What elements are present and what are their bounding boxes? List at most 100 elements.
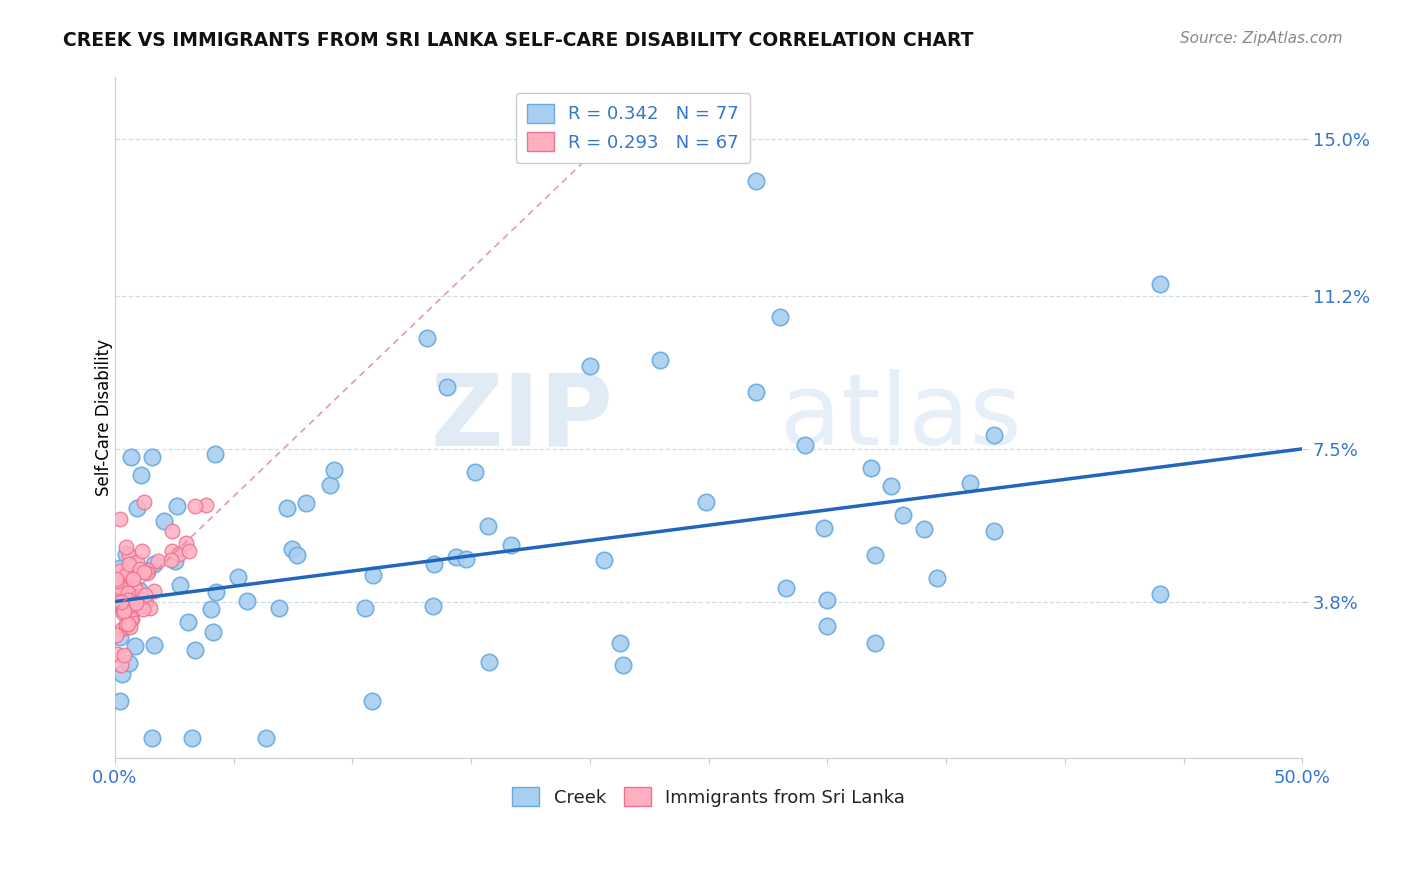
Point <box>183 643 205 657</box>
Point <box>454 552 477 566</box>
Point <box>111 667 134 681</box>
Point <box>121 597 143 611</box>
Point <box>983 428 1005 442</box>
Point <box>110 564 132 578</box>
Point <box>200 602 222 616</box>
Point <box>141 731 163 745</box>
Point <box>115 547 138 561</box>
Point <box>141 450 163 465</box>
Point <box>142 583 165 598</box>
Point <box>863 548 886 562</box>
Point <box>160 544 183 558</box>
Point <box>108 580 131 594</box>
Point <box>477 519 499 533</box>
Point <box>1149 587 1171 601</box>
Point <box>183 499 205 513</box>
Point <box>181 731 204 745</box>
Point <box>115 617 138 632</box>
Text: atlas: atlas <box>780 369 1022 467</box>
Point <box>166 499 188 513</box>
Point <box>128 599 150 614</box>
Point <box>105 647 128 661</box>
Point <box>148 554 170 568</box>
Point <box>648 353 671 368</box>
Point <box>118 581 141 595</box>
Point <box>436 380 458 394</box>
Point <box>114 568 136 582</box>
Point <box>110 600 132 615</box>
Point <box>112 604 135 618</box>
Y-axis label: Self-Care Disability: Self-Care Disability <box>96 339 112 496</box>
Point <box>226 570 249 584</box>
Point <box>125 599 148 613</box>
Point <box>132 495 155 509</box>
Point <box>111 607 134 621</box>
Point <box>131 544 153 558</box>
Point <box>134 588 156 602</box>
Point <box>105 594 128 608</box>
Point <box>169 578 191 592</box>
Point <box>110 595 132 609</box>
Point <box>117 593 139 607</box>
Point <box>285 548 308 562</box>
Point <box>135 595 157 609</box>
Point <box>813 521 835 535</box>
Point <box>815 619 838 633</box>
Point <box>464 465 486 479</box>
Text: Source: ZipAtlas.com: Source: ZipAtlas.com <box>1180 31 1343 46</box>
Point <box>478 655 501 669</box>
Point <box>914 522 936 536</box>
Point <box>112 573 135 587</box>
Point <box>118 558 141 572</box>
Point <box>593 553 616 567</box>
Point <box>124 581 146 595</box>
Point <box>121 612 143 626</box>
Point <box>202 625 225 640</box>
Point <box>105 572 128 586</box>
Point <box>280 541 302 556</box>
Point <box>276 500 298 515</box>
Point <box>136 564 159 578</box>
Point <box>354 600 377 615</box>
Point <box>235 594 257 608</box>
Point <box>118 594 141 608</box>
Point <box>177 544 200 558</box>
Point <box>114 579 136 593</box>
Point <box>104 588 127 602</box>
Point <box>319 478 342 492</box>
Point <box>165 554 187 568</box>
Point <box>121 613 143 627</box>
Point <box>295 496 318 510</box>
Point <box>129 468 152 483</box>
Point <box>860 460 883 475</box>
Point <box>323 462 346 476</box>
Text: CREEK VS IMMIGRANTS FROM SRI LANKA SELF-CARE DISABILITY CORRELATION CHART: CREEK VS IMMIGRANTS FROM SRI LANKA SELF-… <box>63 31 974 50</box>
Point <box>124 639 146 653</box>
Point <box>125 596 148 610</box>
Point <box>107 595 129 609</box>
Point <box>120 598 142 612</box>
Point <box>115 620 138 634</box>
Point <box>499 538 522 552</box>
Point <box>142 557 165 571</box>
Point <box>136 566 159 580</box>
Point <box>959 475 981 490</box>
Point <box>122 567 145 582</box>
Point <box>108 512 131 526</box>
Point <box>879 479 901 493</box>
Point <box>120 619 142 633</box>
Point <box>1149 277 1171 291</box>
Point <box>117 599 139 614</box>
Point <box>160 524 183 539</box>
Point <box>194 498 217 512</box>
Point <box>423 557 446 571</box>
Point <box>254 731 277 745</box>
Point <box>117 617 139 632</box>
Point <box>120 450 142 465</box>
Point <box>131 599 153 614</box>
Point <box>111 622 134 636</box>
Point <box>269 600 291 615</box>
Point <box>745 384 768 399</box>
Point <box>363 568 385 582</box>
Point <box>110 657 132 672</box>
